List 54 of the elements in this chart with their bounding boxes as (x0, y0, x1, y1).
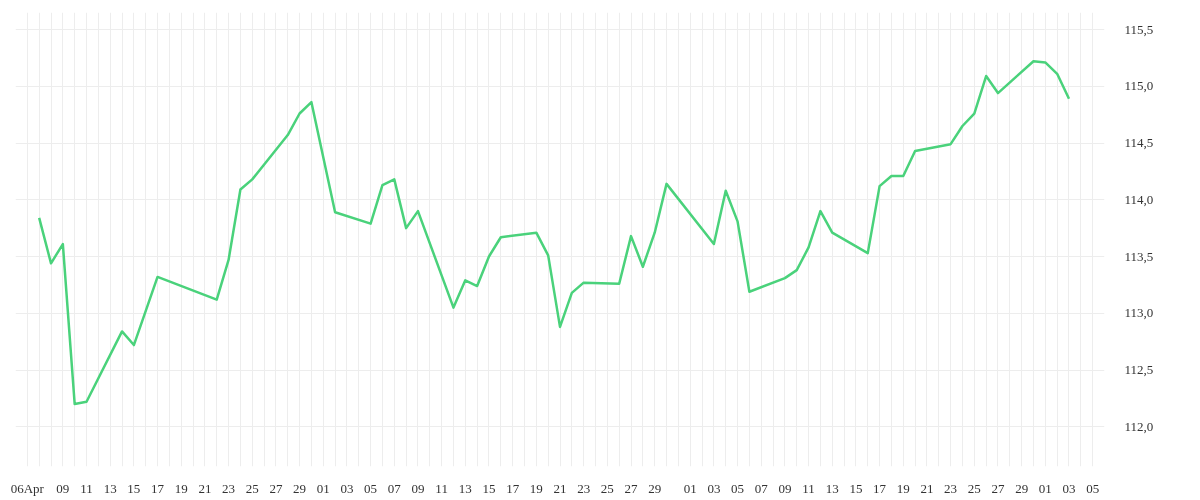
x-tick-label: 17 (506, 480, 520, 496)
x-tick-label: 15 (127, 480, 141, 496)
y-tick-label: 115,5 (1124, 21, 1154, 37)
x-tick-label: 27 (624, 480, 639, 496)
x-tick-label: 13 (458, 480, 472, 496)
x-tick-label: 11 (435, 480, 448, 496)
x-tick-label: 09 (411, 480, 425, 496)
x-tick-label: 05 (731, 480, 745, 496)
x-tick-label: 03 (1062, 480, 1076, 496)
x-tick-label: 01 (316, 480, 330, 496)
x-tick-label: 29 (293, 480, 307, 496)
y-tick-label: 113,5 (1124, 248, 1154, 264)
x-tick-label: 25 (245, 480, 259, 496)
x-tick-label: 25 (967, 480, 981, 496)
x-tick-label: 15 (482, 480, 496, 496)
x-tick-label: 11 (80, 480, 93, 496)
x-tick-label: 27 (269, 480, 283, 496)
x-tick-label: 23 (577, 480, 591, 496)
x-tick-label: 21 (920, 480, 934, 496)
x-tick-label: 07 (387, 480, 402, 496)
x-tick-label: 27 (991, 480, 1005, 496)
y-tick-label: 112,0 (1124, 418, 1154, 434)
x-tick-label: 01 (683, 480, 697, 496)
x-tick-label: 11 (802, 480, 815, 496)
x-tick-label: 21 (553, 480, 567, 496)
x-tick-label: 17 (151, 480, 165, 496)
y-tick-label: 114,5 (1124, 135, 1154, 151)
y-tick-label: 112,5 (1124, 362, 1154, 378)
x-tick-label: 15 (849, 480, 863, 496)
x-tick-label: 29 (1015, 480, 1029, 496)
line-series (37, 60, 1071, 406)
x-tick-label: 19 (529, 480, 543, 496)
y-tick-label: 113,0 (1124, 305, 1154, 321)
x-tick-label: 07 (754, 480, 769, 496)
x-tick-label: 17 (873, 480, 887, 496)
x-tick-label: 29 (648, 480, 662, 496)
x-tick-label: 01 (1038, 480, 1052, 496)
x-tick-label: 13 (103, 480, 117, 496)
x-tick-label: 06Apr (10, 480, 45, 496)
x-tick-label: 05 (1086, 480, 1100, 496)
y-tick-label: 114,0 (1124, 191, 1154, 207)
x-tick-label: 13 (825, 480, 839, 496)
x-tick-label: 09 (778, 480, 792, 496)
x-tick-label: 03 (340, 480, 354, 496)
x-tick-label: 23 (944, 480, 958, 496)
x-tick-label: 09 (56, 480, 70, 496)
x-tick-label: 21 (198, 480, 212, 496)
x-tick-label: 05 (364, 480, 378, 496)
x-tick-label: 19 (174, 480, 188, 496)
x-tick-label: 23 (222, 480, 236, 496)
x-tick-label: 03 (707, 480, 721, 496)
y-tick-label: 115,0 (1124, 78, 1154, 94)
x-tick-label: 19 (896, 480, 910, 496)
x-tick-label: 25 (600, 480, 614, 496)
